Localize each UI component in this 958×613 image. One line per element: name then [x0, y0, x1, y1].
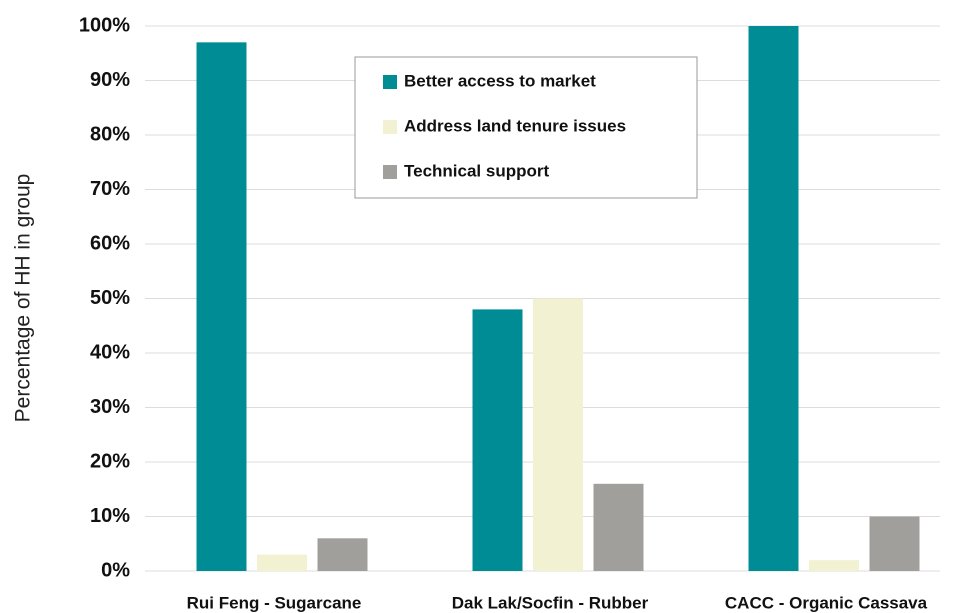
y-tick-label: 70% [90, 178, 130, 200]
y-tick-label: 10% [90, 505, 130, 527]
legend-label: Technical support [404, 161, 549, 180]
legend-box [354, 56, 698, 199]
y-tick-label: 20% [90, 450, 130, 472]
y-tick-label: 50% [90, 287, 130, 309]
legend-label: Address land tenure issues [404, 116, 626, 135]
y-tick-label: 90% [90, 69, 130, 91]
y-axis-label: Percentage of HH in group [12, 174, 35, 423]
legend-swatch [383, 120, 397, 134]
x-tick-label: Dak Lak/Socfin - Rubber [452, 593, 649, 612]
y-tick-label: 30% [90, 396, 130, 418]
y-tick-label: 60% [90, 232, 130, 254]
bar [809, 560, 859, 571]
bar [317, 538, 368, 571]
legend-swatch [383, 75, 397, 89]
bar [869, 516, 920, 571]
y-tick-label: 100% [79, 14, 130, 36]
x-tick-label: Rui Feng - Sugarcane [187, 593, 362, 612]
bar [257, 554, 307, 571]
y-tick-label: 80% [90, 123, 130, 145]
y-tick-label: 0% [101, 559, 130, 581]
bar [196, 42, 247, 572]
bar [533, 298, 583, 571]
legend-label: Better access to market [404, 71, 596, 90]
bar [593, 483, 644, 571]
y-tick-label: 40% [90, 341, 130, 363]
bar [748, 26, 799, 571]
x-tick-label: CACC - Organic Cassava [725, 593, 928, 612]
bar [472, 309, 523, 571]
legend-swatch [383, 165, 397, 179]
